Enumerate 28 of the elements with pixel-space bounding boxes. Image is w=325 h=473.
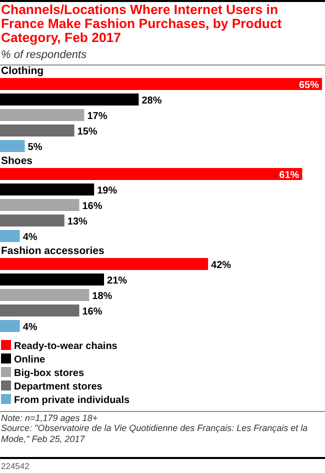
data-label: 19% xyxy=(97,186,118,196)
chart-title: Channels/Locations Where Internet Users in France Make Fashion Purchases, by Product Category, Feb 2017 xyxy=(1,2,282,45)
data-label: 16% xyxy=(82,201,102,212)
data-label: 18% xyxy=(92,291,112,302)
data-label: 4% xyxy=(22,232,38,243)
legend-label: Big-box stores xyxy=(14,368,84,379)
legend-label: Department stores xyxy=(14,382,103,392)
y-tick-label: Shoes xyxy=(1,155,33,167)
data-label: 15% xyxy=(77,126,98,138)
data-label: 16% xyxy=(82,306,102,318)
data-label: 65% xyxy=(298,80,320,91)
y-tick-label: Fashion accessories xyxy=(1,245,104,257)
source-note: Source: "Observatoire de la Vie Quotidienne des Français: Les Français et la Mode," Feb 25, 2017 xyxy=(1,423,309,444)
data-label: 28% xyxy=(142,96,162,106)
y-tick-label: Clothing xyxy=(1,65,44,77)
data-label: 21% xyxy=(107,276,128,286)
data-label: 13% xyxy=(67,216,88,228)
legend-label: From private individuals xyxy=(14,395,130,406)
data-label: 61% xyxy=(279,170,300,181)
text: 224542 xyxy=(1,461,30,471)
data-label: 5% xyxy=(28,142,42,153)
legend-label: Online xyxy=(14,354,46,366)
data-label: 17% xyxy=(87,111,108,122)
data-label: 4% xyxy=(22,322,38,333)
text: Note: n=1,179 ages 18+ xyxy=(1,412,99,423)
legend-label: Ready-to-wear chains xyxy=(14,341,118,352)
data-label: 42% xyxy=(211,260,232,271)
chart-subtitle: % of respondents xyxy=(1,49,88,61)
